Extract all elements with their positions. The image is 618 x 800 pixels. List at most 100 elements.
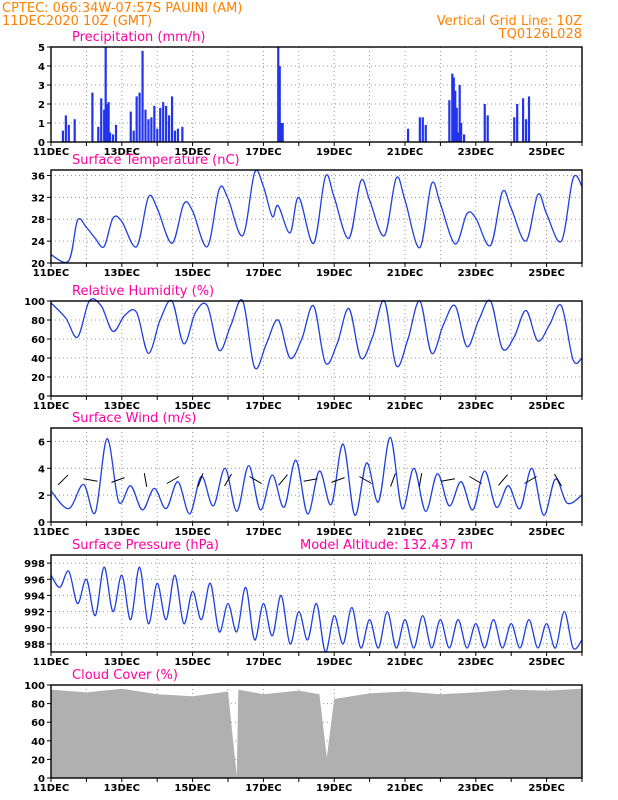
precip-bar [104, 47, 107, 142]
precip-bar [424, 124, 427, 142]
y-tick-label: 24 [31, 237, 45, 248]
y-tick-label: 60 [31, 335, 45, 346]
wind-arrow [197, 473, 204, 487]
wind-arrow [278, 474, 288, 486]
x-tick-label: 17DEC [245, 268, 281, 279]
wind-arrow [57, 474, 69, 486]
x-tick-label: 17DEC [245, 401, 281, 412]
x-tick-label: 15DEC [174, 783, 210, 794]
y-tick-label: 992 [24, 608, 45, 619]
x-tick-label: 25DEC [528, 147, 564, 158]
panel-5: Cloud Cover (%) 0 20 40 60 80 100 11DEC 13DEC 15D… [24, 668, 583, 794]
y-tick-label: 988 [24, 640, 45, 651]
precip-bar [418, 117, 421, 142]
precip-bar [277, 47, 280, 142]
precip-bar [463, 134, 466, 142]
precip-bar [106, 104, 109, 142]
x-tick-label: 21DEC [387, 527, 423, 538]
y-tick-label: 6 [38, 437, 45, 448]
precip-bar [165, 105, 168, 142]
precip-bar [109, 132, 112, 142]
x-tick-label: 25DEC [528, 401, 564, 412]
precip-bar [64, 115, 67, 142]
y-tick-label: 4 [38, 62, 45, 73]
precip-bar [67, 124, 70, 142]
x-tick-label: 13DEC [104, 657, 140, 668]
wind-arrow [166, 476, 180, 484]
y-tick-label: 60 [31, 718, 45, 729]
wind-arrow [524, 476, 537, 484]
precip-bar [97, 126, 100, 142]
precip-bar [460, 123, 463, 142]
wind-arrow [469, 476, 482, 484]
panel-frame [50, 169, 583, 264]
x-tick-label: 13DEC [104, 147, 140, 158]
x-tick-label: 21DEC [387, 783, 423, 794]
x-tick-label: 11DEC [33, 657, 69, 668]
x-tick-label: 25DEC [528, 527, 564, 538]
x-tick-label: 15DEC [174, 657, 210, 668]
precip-bar [513, 117, 516, 142]
x-tick-label: 17DEC [245, 657, 281, 668]
y-tick-label: 100 [24, 681, 45, 692]
y-tick-label: 998 [24, 559, 45, 570]
wind-arrow [303, 478, 318, 482]
x-tick-label: 13DEC [104, 527, 140, 538]
panel-title: Surface Temperature (nC) [72, 153, 240, 168]
x-tick-label: 25DEC [528, 783, 564, 794]
x-tick-label: 19DEC [316, 147, 352, 158]
precip-bar [454, 90, 457, 142]
precip-bar [73, 119, 76, 142]
precip-bar [141, 50, 144, 142]
precip-bar [448, 100, 451, 142]
precip-bar [91, 92, 94, 142]
y-tick-label: 1 [38, 119, 45, 130]
panel-3: Surface Wind (m/s) 0 2 4 6 11DEC 13DEC 15DEC 17D… [33, 411, 583, 538]
x-tick-label: 15DEC [174, 401, 210, 412]
x-tick-label: 21DEC [387, 147, 423, 158]
wind-arrow [441, 478, 455, 482]
precip-bar [527, 96, 531, 142]
cloud-cover-area [51, 688, 582, 778]
x-tick-label: 19DEC [316, 783, 352, 794]
y-tick-label: 32 [31, 193, 45, 204]
precip-bar [135, 96, 138, 142]
x-tick-label: 11DEC [33, 783, 69, 794]
wind-arrow [359, 476, 372, 484]
x-tick-label: 13DEC [104, 268, 140, 279]
y-tick-label: 5 [38, 43, 45, 54]
y-tick-label: 994 [24, 591, 45, 602]
y-tick-label: 40 [31, 737, 45, 748]
wind-arrow [249, 476, 262, 484]
panel-title: Relative Humidity (%) [72, 284, 214, 299]
wind-arrow [224, 473, 232, 487]
precip-bar [173, 130, 177, 142]
panel-frame [50, 300, 583, 397]
panels: Precipitation (mm/h) 0 1 2 3 4 5 11DEC 13DEC 15DE… [24, 30, 583, 794]
precip-bar [280, 123, 283, 142]
y-tick-label: 36 [31, 171, 45, 182]
precip-bar [524, 119, 528, 142]
precip-bar [153, 105, 156, 142]
y-tick-label: 996 [24, 575, 45, 586]
wind-arrow [390, 473, 396, 487]
y-tick-label: 3 [38, 81, 45, 92]
header-datetime: 11DEC2020 10Z (GMT) [2, 14, 152, 29]
precip-bar [457, 132, 460, 142]
x-tick-label: 19DEC [316, 268, 352, 279]
precip-bar [421, 117, 424, 142]
x-tick-label: 19DEC [316, 401, 352, 412]
x-tick-label: 17DEC [245, 147, 281, 158]
wind-arrow [331, 477, 345, 483]
x-tick-label: 21DEC [387, 268, 423, 279]
wind-arrow [143, 473, 148, 487]
y-tick-label: 100 [24, 297, 45, 308]
x-tick-label: 23DEC [458, 147, 494, 158]
wind-arrow [83, 478, 98, 482]
wind-arrow [498, 474, 508, 486]
wind-arrow [111, 477, 125, 483]
precip-bar [147, 119, 150, 142]
x-tick-label: 21DEC [387, 657, 423, 668]
y-tick-label: 4 [38, 464, 45, 475]
panel-1: Surface Temperature (nC) 20 24 28 32 36 11DEC 1… [31, 153, 583, 279]
